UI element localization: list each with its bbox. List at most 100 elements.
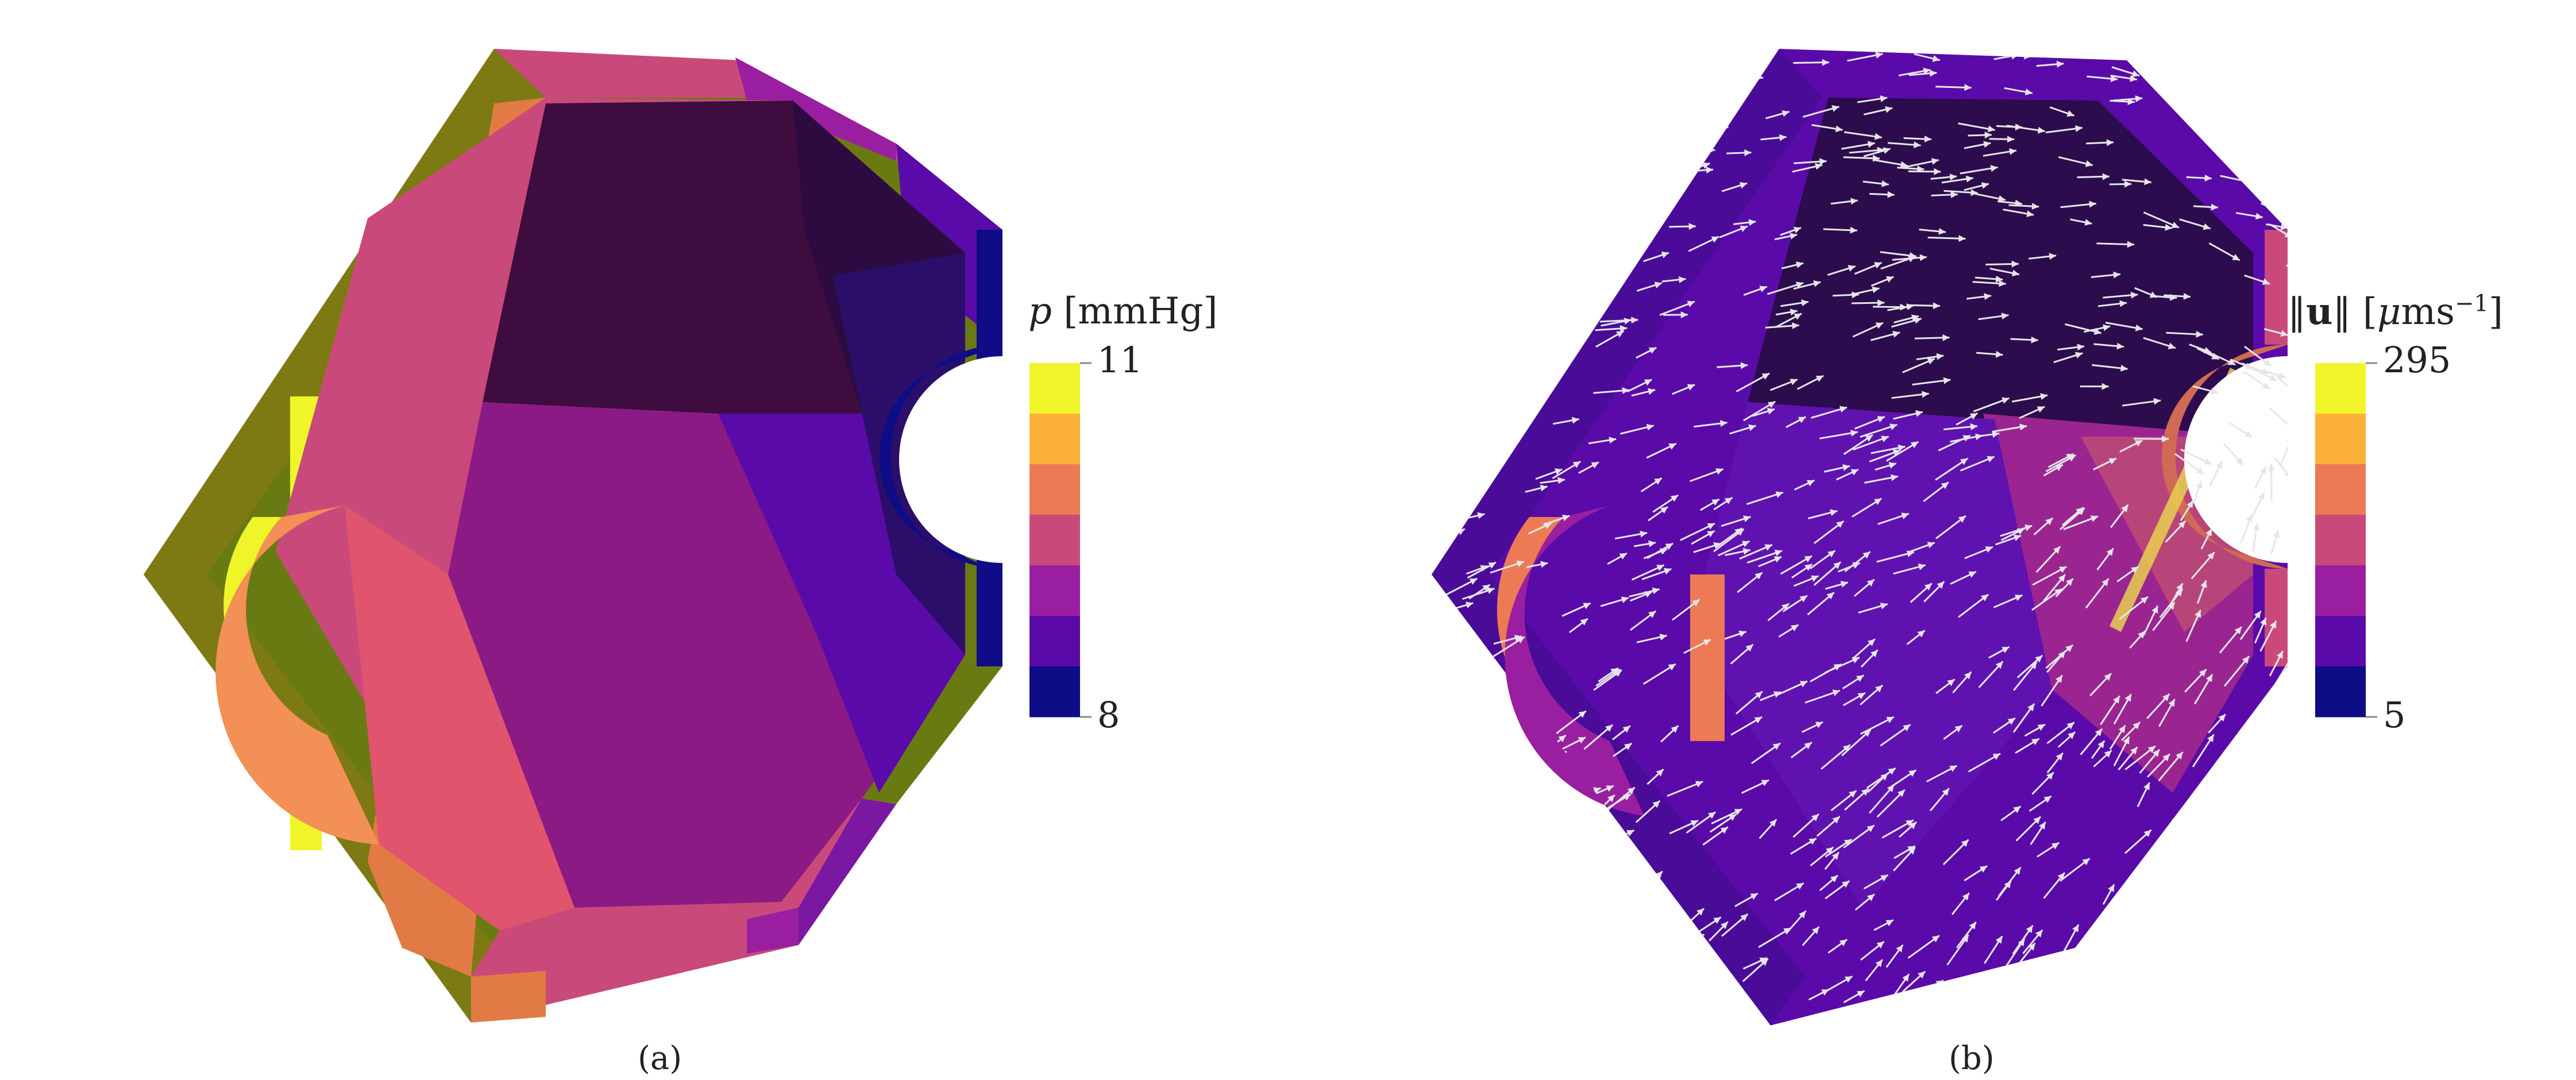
velocity-arrowhead	[1767, 401, 1776, 408]
velocity-arrowhead	[1570, 296, 1578, 303]
velocity-arrowhead	[1759, 286, 1767, 292]
velocity-arrow	[1459, 473, 1491, 491]
velocity-arrowhead	[1969, 921, 1976, 930]
velocity-arrowhead	[1888, 767, 1896, 775]
velocity-arrowhead	[1901, 512, 1909, 519]
velocity-arrowhead	[1540, 484, 1548, 492]
velocity-arrow	[2154, 842, 2177, 866]
velocity-arrowhead	[1630, 943, 1638, 950]
velocity-arrowhead	[1690, 820, 1699, 827]
velocity-arrow	[1446, 801, 1467, 818]
velocity-arrow	[2193, 79, 2223, 86]
velocity-arrowhead	[2259, 466, 2266, 475]
velocity-arrowhead	[1652, 800, 1660, 808]
bottom-rim	[471, 799, 896, 1023]
velocity-arrowhead	[2104, 673, 2112, 681]
velocity-arrowhead	[1796, 883, 1804, 890]
velocity-arrowhead	[2121, 504, 2128, 512]
velocity-arrowhead	[1627, 787, 1635, 794]
panel-a-pressure: p [mmHg] 11 8 (a)	[144, 49, 1217, 1077]
velocity-arrowhead	[1995, 661, 2003, 669]
velocity-arrow	[2261, 847, 2274, 882]
velocity-arrowhead	[1929, 70, 1937, 77]
velocity-arrow	[1472, 91, 1512, 95]
velocity-arrowhead	[2143, 782, 2150, 790]
velocity-arrowhead	[1898, 444, 1906, 452]
velocity-arrowhead	[1656, 769, 1664, 777]
velocity-arrowhead	[2204, 174, 2212, 182]
velocity-arrowhead	[2056, 753, 2063, 761]
panel-a-caption: (a)	[638, 1040, 682, 1077]
velocity-arrow	[1555, 198, 1583, 211]
velocity-arrowhead	[1748, 219, 1756, 226]
velocity-arrowhead	[1831, 105, 1840, 112]
velocity-arrow	[1606, 869, 1630, 883]
velocity-arrow	[1556, 332, 1590, 341]
velocity-arrowhead	[1653, 895, 1661, 902]
velocity-arrowhead	[1686, 962, 1694, 969]
velocity-arrow	[2231, 53, 2258, 61]
velocity-arrowhead	[1696, 934, 1705, 941]
velocity-arrowhead	[2144, 178, 2151, 186]
velocity-arrow	[1474, 809, 1498, 817]
velocity-arrow	[2269, 223, 2288, 238]
velocity-arrowhead	[1626, 830, 1634, 836]
velocity-arrowhead	[2207, 552, 2215, 560]
velocity-arrowhead	[1477, 376, 1486, 384]
velocity-arrowhead	[1595, 993, 1603, 1000]
velocity-arrowhead	[1584, 203, 1592, 210]
velocity-arrowhead	[1999, 971, 2006, 979]
left-ring-orange	[215, 506, 379, 844]
velocity-arrowhead	[1748, 424, 1756, 431]
velocity-arrowhead	[2153, 398, 2161, 405]
velocity-arrowhead	[1582, 331, 1590, 338]
velocity-arrowhead	[1933, 302, 1941, 310]
velocity-arrowhead	[1495, 49, 1504, 52]
top-rim-purple	[735, 57, 896, 161]
velocity-arrowhead	[2118, 725, 2126, 734]
velocity-arrowhead	[2077, 344, 2085, 351]
velocity-arrowhead	[2075, 125, 2083, 132]
velocity-arrow	[1480, 49, 1504, 55]
velocity-arrowhead	[1624, 318, 1632, 325]
velocity-arrowhead	[1516, 560, 1524, 568]
velocity-arrowhead	[1532, 372, 1540, 379]
velocity-arrowhead	[1947, 679, 1955, 686]
velocity-arrowhead	[1861, 788, 1869, 796]
velocity-arrow	[2225, 99, 2251, 110]
velocity-arrowhead	[2283, 159, 2288, 166]
velocity-arrowhead	[1605, 97, 1613, 104]
velocity-arrow	[1456, 837, 1486, 859]
velocity-arrowhead	[1518, 910, 1526, 917]
velocity-arrowhead	[1607, 213, 1615, 220]
velocity-arrowhead	[2037, 724, 2045, 731]
velocity-arrow	[1551, 62, 1588, 65]
velocity-arrowhead	[1839, 939, 1848, 947]
velocity-arrowhead	[1455, 229, 1464, 236]
velocity-arrowhead	[2162, 754, 2170, 762]
velocity-arrow	[1669, 962, 1694, 977]
velocity-arrow	[1969, 996, 1993, 1015]
velocity-arrowhead	[1660, 507, 1668, 514]
velocity-arrowhead	[2135, 963, 2143, 970]
velocity-arrow	[2159, 890, 2187, 916]
velocity-arrowhead	[1761, 373, 1770, 380]
velocity-arrowhead	[1603, 64, 1611, 71]
velocity-arrowhead	[1460, 897, 1468, 904]
velocity-arrowhead	[1568, 261, 1576, 268]
velocity-arrow	[2118, 962, 2144, 984]
velocity-arrow	[1697, 81, 1730, 93]
velocity-arrowhead	[1902, 974, 1910, 982]
velocity-arrowhead	[1888, 462, 1896, 469]
velocity-arrowhead	[1719, 420, 1727, 427]
velocity-arrowhead	[1781, 603, 1790, 611]
velocity-arrowhead	[1863, 730, 1871, 737]
velocity-arrowhead	[1600, 60, 1607, 67]
velocity-arrowhead	[1609, 437, 1617, 444]
velocity-arrowhead	[2102, 173, 2110, 180]
velocity-arrowhead	[1530, 165, 1538, 173]
velocity-arrow	[1496, 909, 1526, 925]
velocity-arrow	[1464, 266, 1486, 269]
velocity-arrowhead	[2189, 888, 2197, 896]
velocity-arrow	[2217, 79, 2243, 86]
